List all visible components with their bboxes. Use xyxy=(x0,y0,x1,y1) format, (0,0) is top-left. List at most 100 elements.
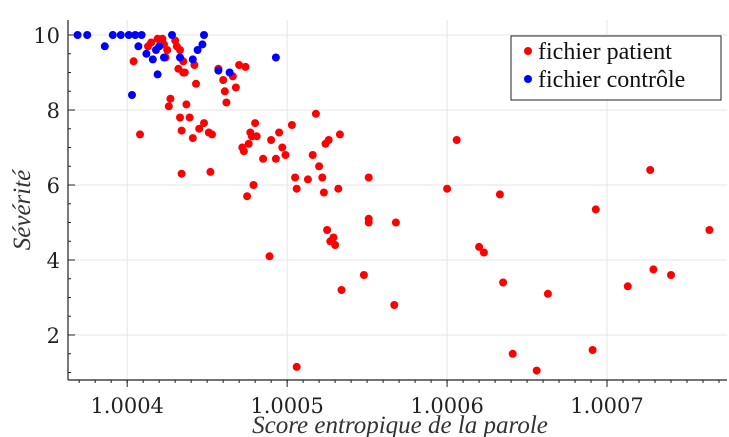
data-point xyxy=(200,31,208,39)
legend: fichier patient fichier contrôle xyxy=(510,35,722,101)
x-axis-title: Score entropique de la parole xyxy=(252,412,548,437)
data-point xyxy=(108,31,117,39)
y-axis-title: Sévérité xyxy=(9,169,36,250)
data-point xyxy=(129,57,138,66)
x-tick-label: 1.0004 xyxy=(90,394,163,418)
data-point xyxy=(364,173,373,182)
data-point xyxy=(324,136,333,144)
data-point xyxy=(249,181,258,189)
data-point xyxy=(163,46,172,54)
data-point xyxy=(329,233,338,242)
data-points xyxy=(73,31,714,375)
data-point xyxy=(124,31,133,39)
data-point xyxy=(364,218,373,227)
data-point xyxy=(667,271,675,279)
data-point xyxy=(334,184,343,193)
axes xyxy=(67,20,727,381)
data-point xyxy=(308,151,317,159)
data-point xyxy=(177,126,186,135)
data-point xyxy=(543,289,552,298)
data-point xyxy=(231,83,240,92)
data-point xyxy=(185,113,194,122)
data-point xyxy=(195,124,204,133)
data-point xyxy=(331,241,340,249)
data-point xyxy=(252,132,261,141)
data-point xyxy=(646,166,655,174)
data-point xyxy=(319,188,328,197)
data-point xyxy=(176,46,184,54)
data-point xyxy=(100,42,109,51)
data-point xyxy=(291,173,300,182)
data-point xyxy=(271,53,280,62)
data-point xyxy=(315,162,324,171)
data-point xyxy=(303,175,312,184)
legend-label-control: fichier contrôle xyxy=(538,67,685,93)
data-point xyxy=(275,128,284,137)
data-point xyxy=(164,102,173,111)
data-point xyxy=(475,242,484,251)
data-point xyxy=(116,31,125,39)
data-point xyxy=(142,49,151,58)
data-point xyxy=(359,271,368,279)
y-tick-label: 4 xyxy=(47,249,60,273)
series-patient xyxy=(129,34,714,375)
data-point xyxy=(287,121,296,129)
data-point xyxy=(176,53,184,62)
data-point xyxy=(705,226,714,234)
data-point xyxy=(337,286,346,294)
data-point xyxy=(267,136,276,144)
data-point xyxy=(251,119,260,128)
legend-marker-patient xyxy=(524,47,532,55)
x-tick-label: 1.0006 xyxy=(410,394,483,418)
data-point xyxy=(278,143,287,152)
data-point xyxy=(452,136,461,144)
data-point xyxy=(479,248,488,257)
data-point xyxy=(292,362,301,371)
data-point xyxy=(134,42,143,51)
data-point xyxy=(193,46,202,54)
data-point xyxy=(391,218,400,227)
legend-marker-control xyxy=(524,75,532,83)
data-point xyxy=(214,66,223,75)
data-point xyxy=(243,192,252,201)
data-point xyxy=(235,61,244,69)
data-point xyxy=(239,147,248,156)
data-point xyxy=(136,130,144,139)
data-point xyxy=(244,139,253,148)
data-point xyxy=(128,91,136,99)
data-point xyxy=(220,87,229,96)
data-point xyxy=(177,169,186,178)
data-point xyxy=(335,130,344,139)
data-point xyxy=(147,38,156,47)
data-point xyxy=(168,31,176,39)
data-point xyxy=(588,346,597,354)
data-point xyxy=(591,205,600,214)
y-tick-label: 10 xyxy=(33,24,60,48)
data-point xyxy=(292,184,301,193)
data-point xyxy=(188,55,197,64)
data-point xyxy=(208,130,216,139)
data-point xyxy=(148,55,157,64)
data-point xyxy=(198,40,207,49)
data-point xyxy=(241,62,250,71)
ticks: 1.0004 1.0005 1.0006 1.0007 2 4 6 8 10 xyxy=(33,24,720,418)
data-point xyxy=(155,42,164,51)
data-point xyxy=(318,173,327,182)
y-tick-label: 6 xyxy=(47,174,60,198)
data-point xyxy=(200,119,208,128)
data-point xyxy=(160,53,168,62)
data-point xyxy=(508,349,517,358)
legend-label-patient: fichier patient xyxy=(538,39,672,65)
data-point xyxy=(499,278,508,287)
grid xyxy=(68,20,727,380)
series-control xyxy=(73,31,280,99)
data-point xyxy=(225,68,234,77)
data-point xyxy=(271,154,280,163)
data-point xyxy=(153,70,162,79)
data-point xyxy=(166,94,175,103)
data-point xyxy=(265,252,274,261)
data-point xyxy=(222,98,231,107)
data-point xyxy=(83,31,92,39)
y-tick-label: 8 xyxy=(47,99,60,123)
